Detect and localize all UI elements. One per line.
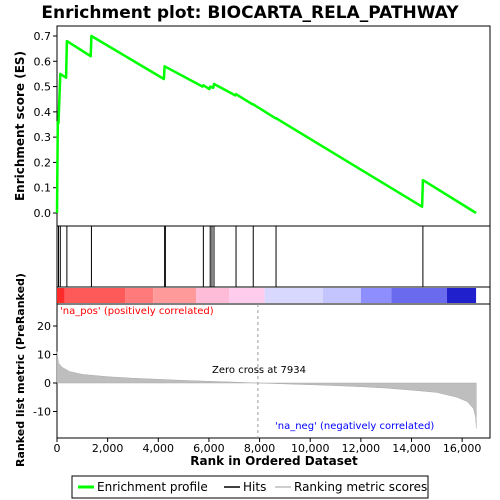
legend-label-hits: Hits xyxy=(243,480,266,494)
es-y-tick-label: 0.2 xyxy=(34,156,52,169)
heat-segment xyxy=(125,288,154,303)
heat-segment xyxy=(446,288,477,303)
zero-cross-label: Zero cross at 7934 xyxy=(212,365,306,376)
ranked-metric xyxy=(56,304,477,438)
x-tick-label: 12,000 xyxy=(342,442,381,455)
heat-segment xyxy=(229,288,265,303)
heat-segment xyxy=(196,288,230,303)
x-tick-label: 10,000 xyxy=(291,442,330,455)
chart-title: Enrichment plot: BIOCARTA_RELA_PATHWAY xyxy=(41,3,459,23)
heat-bar xyxy=(57,288,477,303)
ranked-y-tick-label: 10 xyxy=(37,349,51,362)
es-y-tick-label: 0.4 xyxy=(34,106,52,119)
es-y-tick-label: 0.7 xyxy=(34,30,52,43)
es-y-label: Enrichment score (ES) xyxy=(13,51,27,201)
heat-segment xyxy=(264,288,323,303)
hits-panel-frame xyxy=(56,225,491,288)
heat-segment xyxy=(360,288,392,303)
legend-label-ranking: Ranking metric scores xyxy=(294,480,427,494)
x-tick-label: 6,000 xyxy=(193,442,225,455)
ranked-y-tick-label: 20 xyxy=(37,320,51,333)
x-tick-label: 0 xyxy=(54,442,61,455)
x-tick-label: 8,000 xyxy=(244,442,276,455)
es-y-axis: 0.0 0.1 0.2 0.3 0.4 0.5 0.6 0.7 xyxy=(34,30,57,220)
legend-box xyxy=(71,475,429,499)
pos-label: 'na_pos' (positively correlated) xyxy=(60,306,214,317)
es-y-tick-label: 0.1 xyxy=(34,182,52,195)
neg-label: 'na_neg' (negatively correlated) xyxy=(275,421,434,432)
x-axis-label: Rank in Ordered Dataset xyxy=(190,454,358,468)
es-y-tick-label: 0.3 xyxy=(34,131,52,144)
es-y-tick-label: 0.0 xyxy=(34,207,52,220)
x-tick-label: 14,000 xyxy=(392,442,431,455)
heat-segment xyxy=(391,288,447,303)
es-panel-frame xyxy=(56,25,491,227)
ranked-panel-frame xyxy=(56,303,491,439)
ranking-metric-area xyxy=(56,351,477,429)
ranked-y-tick-label: 0 xyxy=(44,377,51,390)
ranked-y-axis: -10 0 10 20 xyxy=(33,320,57,419)
es-y-tick-label: 0.5 xyxy=(34,81,52,94)
heat-segment xyxy=(153,288,197,303)
heat-segment xyxy=(322,288,361,303)
es-curve xyxy=(55,34,477,215)
legend-label-enrichment: Enrichment profile xyxy=(97,480,208,494)
x-axis: 0 2,000 4,000 6,000 8,000 10,000 12,000 14,000 1… xyxy=(54,438,482,455)
es-profile-line xyxy=(55,34,477,215)
ranked-y-tick-label: -10 xyxy=(33,406,51,419)
heat-segment xyxy=(64,288,126,303)
hit-marks xyxy=(58,226,424,287)
heat-segment xyxy=(57,288,65,303)
x-tick-label: 2,000 xyxy=(92,442,124,455)
es-y-tick-label: 0.6 xyxy=(34,55,52,68)
x-tick-label: 16,000 xyxy=(443,442,482,455)
x-tick-label: 4,000 xyxy=(143,442,175,455)
ranked-y-label: Ranked list metric (PreRanked) xyxy=(14,273,27,467)
